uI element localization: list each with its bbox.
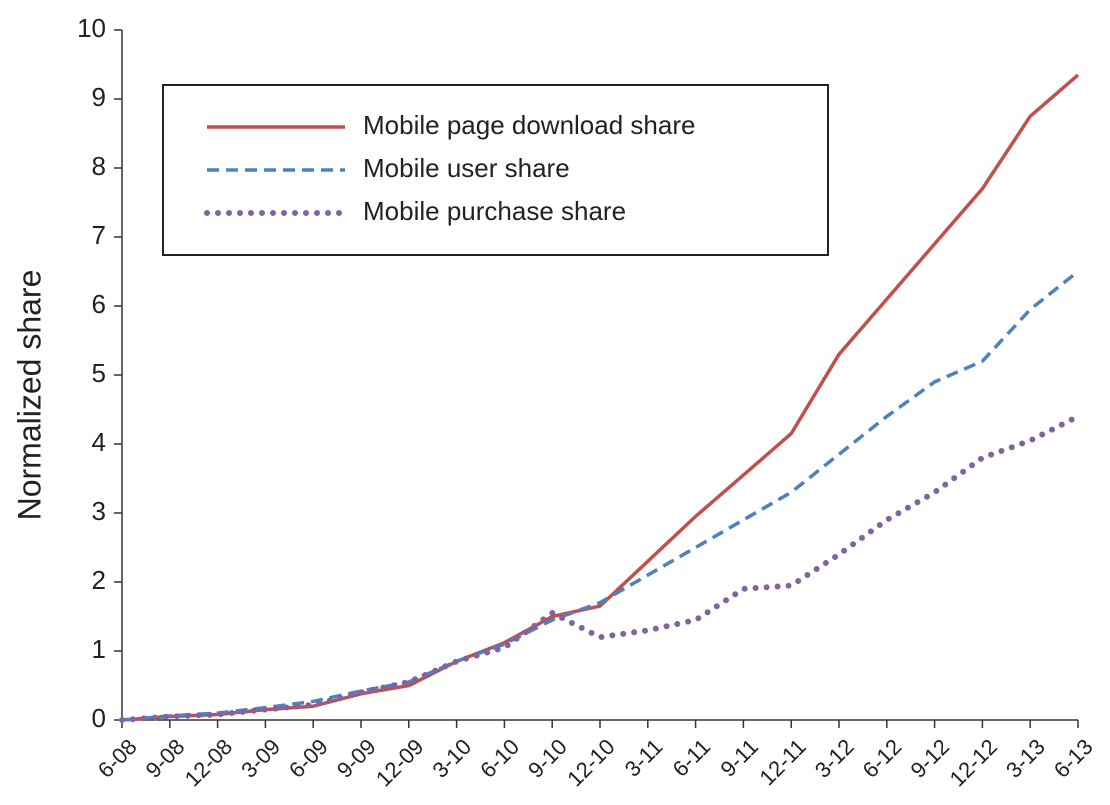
x-tick-label: 6-13 (1049, 734, 1098, 783)
series-line (121, 73, 1080, 722)
y-axis-label: Normalized share (11, 270, 47, 521)
y-tick-label: 10 (77, 13, 106, 43)
y-tick-label: 9 (92, 82, 106, 112)
x-tick-label: 12-09 (371, 734, 428, 791)
x-tick-label: 12-11 (755, 734, 811, 790)
y-tick-label: 1 (92, 634, 106, 664)
x-tick-label: 12-10 (562, 734, 619, 791)
y-tick-label: 7 (92, 220, 106, 250)
y-tick-label: 4 (92, 427, 106, 457)
y-tick-label: 8 (92, 151, 106, 181)
series-line (119, 413, 1081, 723)
y-tick-label: 6 (92, 289, 106, 319)
series-line (121, 270, 1080, 722)
legend-label: Mobile purchase share (363, 196, 626, 226)
x-tick-label: 3-09 (236, 734, 285, 783)
x-tick-label: 6-11 (668, 734, 716, 782)
legend-label: Mobile page download share (363, 110, 695, 140)
x-tick-label: 3-13 (1001, 734, 1050, 783)
x-tick-label: 6-08 (93, 734, 142, 783)
x-tick-label: 3-11 (620, 734, 668, 782)
x-tick-label: 12-12 (945, 734, 1002, 791)
x-tick-label: 12-08 (180, 734, 237, 791)
x-tick-label: 6-10 (475, 734, 524, 783)
legend-label: Mobile user share (363, 153, 570, 183)
y-tick-label: 5 (92, 358, 106, 388)
x-tick-label: 3-10 (427, 734, 476, 783)
y-tick-label: 0 (92, 703, 106, 733)
x-tick-label: 3-12 (810, 734, 859, 783)
y-tick-label: 3 (92, 496, 106, 526)
x-tick-label: 6-12 (858, 734, 907, 783)
y-tick-label: 2 (92, 565, 106, 595)
x-tick-label: 6-09 (284, 734, 333, 783)
